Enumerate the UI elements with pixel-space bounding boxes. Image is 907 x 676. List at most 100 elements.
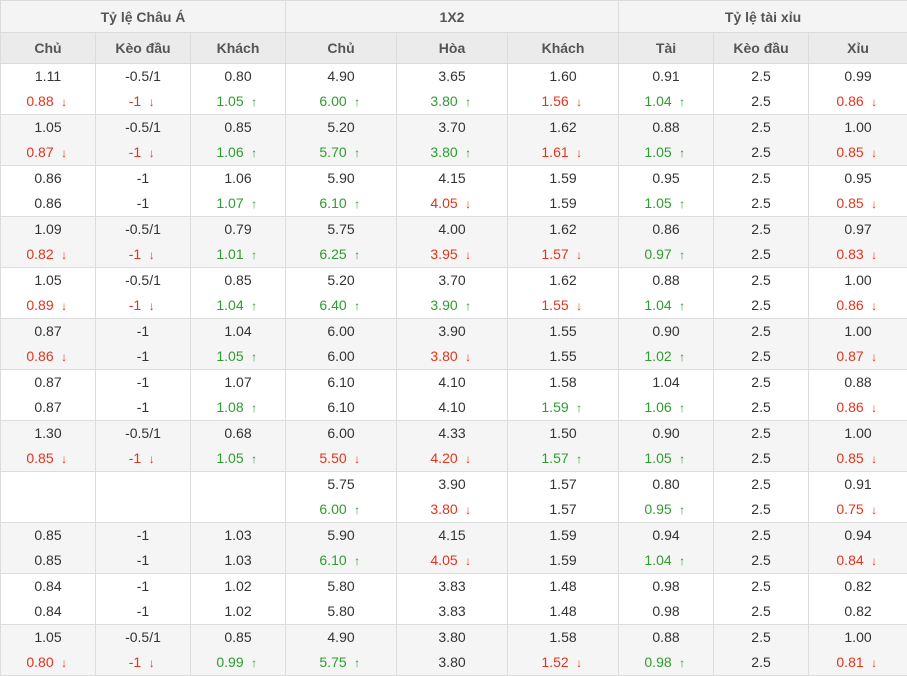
opening-odds: 1.03 [191, 523, 285, 548]
arrow-up-icon: ↑ [677, 498, 688, 523]
odds-value: 0.85 [34, 527, 61, 543]
opening-odds: 1.07 [191, 370, 285, 395]
odds-value: -1 [137, 578, 149, 594]
current-odds: 1.05↑ [619, 191, 713, 216]
odds-value: 1.05 [644, 144, 671, 160]
odds-value: 2.5 [751, 272, 770, 288]
odds-value: 1.52 [541, 654, 568, 670]
arrow-up-icon: ↑ [249, 447, 260, 472]
odds-value: 1.55 [549, 348, 576, 364]
odds-value: 4.15 [438, 527, 465, 543]
opening-odds: 5.20 [286, 115, 396, 140]
current-odds: 0.86 [1, 191, 95, 216]
opening-odds: -1 [96, 574, 190, 599]
arrow-down-icon: ↓ [869, 345, 880, 370]
opening-odds: 3.65 [397, 64, 507, 89]
arrow-up-icon: ↑ [463, 141, 474, 166]
current-odds: 1.04↑ [191, 293, 285, 318]
odds-value: 1.48 [549, 603, 576, 619]
opening-odds: 0.91 [809, 472, 907, 497]
odds-value: -1 [137, 552, 149, 568]
current-odds: 1.05↑ [191, 344, 285, 369]
opening-odds: 2.5 [714, 319, 808, 344]
odds-value: 1.04 [644, 93, 671, 109]
odds-value: 3.90 [438, 323, 465, 339]
odds-value: 1.59 [549, 195, 576, 211]
odds-value: 4.05 [430, 552, 457, 568]
odds-value: 1.05 [216, 93, 243, 109]
current-odds: 0.98↑ [619, 650, 713, 675]
odds-value: 3.80 [430, 348, 457, 364]
arrow-down-icon: ↓ [463, 498, 474, 523]
opening-odds: 0.87 [1, 319, 95, 344]
odds-value: 3.70 [438, 119, 465, 135]
opening-odds: 0.88 [619, 268, 713, 293]
odds-value: 3.65 [438, 68, 465, 84]
odds-value: 0.98 [652, 603, 679, 619]
odds-value: 1.59 [549, 170, 576, 186]
odds-value: 0.95 [844, 170, 871, 186]
current-odds: 1.04↑ [619, 548, 713, 573]
opening-odds: 5.75 [286, 217, 396, 242]
current-odds: 1.03 [191, 548, 285, 573]
odds-value: 0.86 [836, 297, 863, 313]
odds-value: 5.80 [327, 603, 354, 619]
odds-value: 1.00 [844, 323, 871, 339]
odds-value: 1.00 [844, 272, 871, 288]
odds-value: 1.02 [644, 348, 671, 364]
current-odds: 0.81↓ [809, 650, 907, 675]
opening-odds: 1.57 [508, 472, 618, 497]
odds-value: 4.90 [327, 629, 354, 645]
odds-value: -1 [137, 195, 149, 211]
odds-value: 1.00 [844, 119, 871, 135]
current-odds: 2.5 [714, 344, 808, 369]
opening-odds: 0.85 [191, 115, 285, 140]
opening-odds: -0.5/1 [96, 115, 190, 140]
opening-odds: -0.5/1 [96, 268, 190, 293]
odds-value: 4.05 [430, 195, 457, 211]
odds-value: 5.90 [327, 170, 354, 186]
odds-value: 1.50 [549, 425, 576, 441]
odds-value: 2.5 [751, 654, 770, 670]
current-odds: 0.83↓ [809, 242, 907, 267]
opening-odds: 2.5 [714, 115, 808, 140]
odds-value: 0.90 [652, 425, 679, 441]
opening-odds: 4.00 [397, 217, 507, 242]
opening-odds: 6.00 [286, 421, 396, 446]
odds-value: 0.68 [224, 425, 251, 441]
odds-value: 2.5 [751, 93, 770, 109]
column-header-home-handicap: Chủ [1, 33, 96, 64]
arrow-down-icon: ↓ [463, 243, 474, 268]
odds-value: -1 [129, 246, 141, 262]
odds-value: 0.88 [652, 272, 679, 288]
current-odds: 2.5 [714, 191, 808, 216]
odds-value: 1.59 [541, 399, 568, 415]
opening-odds: 5.80 [286, 574, 396, 599]
odds-value: 0.95 [652, 170, 679, 186]
odds-value: 0.88 [652, 629, 679, 645]
odds-value: 3.90 [438, 476, 465, 492]
opening-odds: 1.06 [191, 166, 285, 191]
current-odds: 0.99↑ [191, 650, 285, 675]
arrow-down-icon: ↓ [869, 192, 880, 217]
odds-value: 4.90 [327, 68, 354, 84]
